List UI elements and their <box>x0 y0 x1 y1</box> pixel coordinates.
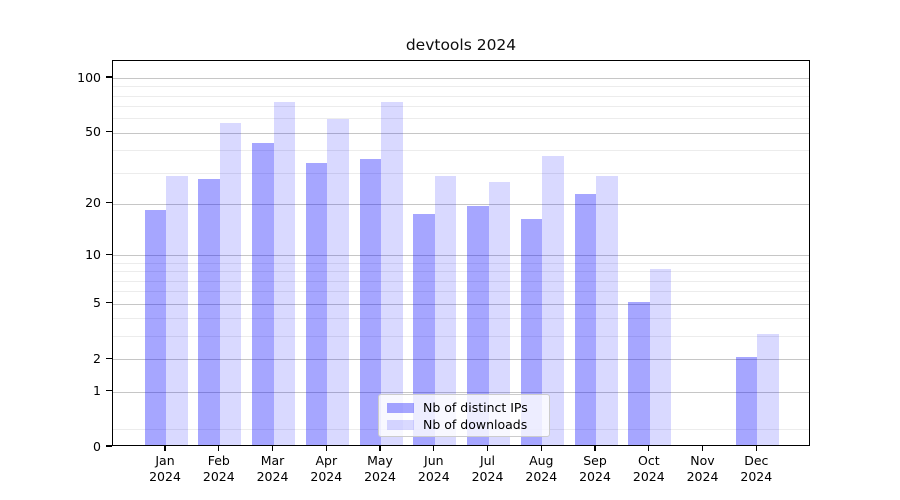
plot-area: Nb of distinct IPs Nb of downloads <box>112 60 810 446</box>
y-tick-mark-10 <box>106 253 112 255</box>
y-tick-mark-20 <box>106 202 112 204</box>
y-gridline-minor-90 <box>113 86 809 88</box>
bar-nb-of-distinct-ips-jul-2024 <box>467 205 489 445</box>
legend-swatch-distinct-ips <box>387 402 414 413</box>
x-tick-mark-nov-2024 <box>701 446 704 451</box>
y-gridline-major-2 <box>113 359 809 361</box>
y-gridline-minor-3 <box>113 336 809 338</box>
bar-nb-of-distinct-ips-sep-2024 <box>574 194 596 445</box>
y-tick-mark-50 <box>106 131 112 133</box>
y-gridline-major-5 <box>113 303 809 305</box>
x-tick-mark-oct-2024 <box>648 446 650 451</box>
y-tick-label-5: 5 <box>93 295 101 311</box>
bar-nb-of-distinct-ips-oct-2024 <box>628 301 650 445</box>
bar-nb-of-downloads-aug-2024 <box>542 156 564 445</box>
y-gridline-minor-40 <box>113 150 809 152</box>
x-tick-label-may-2024: May 2024 <box>364 453 396 484</box>
bar-nb-of-distinct-ips-may-2024 <box>359 158 381 445</box>
bar-nb-of-downloads-apr-2024 <box>327 119 349 445</box>
x-tick-label-oct-2024: Oct 2024 <box>632 453 665 484</box>
y-gridline-minor-8 <box>113 271 809 273</box>
y-gridline-major-10 <box>113 255 809 257</box>
bar-nb-of-distinct-ips-dec-2024 <box>735 357 758 445</box>
x-tick-mark-may-2024 <box>379 446 381 451</box>
y-gridline-minor-9 <box>113 262 809 264</box>
x-tick-mark-jan-2024 <box>164 446 166 451</box>
x-tick-label-feb-2024: Feb 2024 <box>202 453 235 484</box>
bar-nb-of-downloads-may-2024 <box>381 102 403 445</box>
y-gridline-minor-4 <box>113 318 809 320</box>
y-tick-label-50: 50 <box>85 124 101 140</box>
x-tick-mark-jun-2024 <box>433 446 435 451</box>
y-tick-label-1: 1 <box>93 383 101 399</box>
y-tick-mark-1 <box>106 390 112 392</box>
y-gridline-major-100 <box>113 78 809 79</box>
legend-row-downloads: Nb of downloads <box>379 416 549 433</box>
x-tick-mark-aug-2024 <box>540 446 542 451</box>
bar-nb-of-distinct-ips-feb-2024 <box>198 178 220 445</box>
y-gridline-minor-6 <box>113 291 809 293</box>
x-tick-mark-sep-2024 <box>594 446 596 451</box>
x-tick-label-dec-2024: Dec 2024 <box>740 453 773 484</box>
y-tick-label-2: 2 <box>93 350 101 366</box>
y-gridline-major-20 <box>113 203 809 205</box>
bar-nb-of-distinct-ips-apr-2024 <box>305 163 328 445</box>
y-tick-label-0: 0 <box>93 438 101 454</box>
bar-nb-of-downloads-oct-2024 <box>649 269 672 445</box>
y-gridline-minor-60 <box>113 118 809 120</box>
legend-label-distinct-ips: Nb of distinct IPs <box>423 400 528 415</box>
bar-nb-of-distinct-ips-jun-2024 <box>413 213 435 445</box>
x-tick-label-mar-2024: Mar 2024 <box>256 453 289 484</box>
y-gridline-minor-70 <box>113 106 809 108</box>
y-tick-mark-0 <box>106 445 112 447</box>
bar-nb-of-downloads-feb-2024 <box>219 123 242 445</box>
legend-label-downloads: Nb of downloads <box>423 417 528 432</box>
y-tick-mark-5 <box>106 302 112 304</box>
y-gridline-minor-7 <box>113 280 809 282</box>
x-tick-label-jun-2024: Jun 2024 <box>417 453 450 484</box>
legend-swatch-downloads <box>387 419 414 430</box>
bar-nb-of-downloads-dec-2024 <box>757 334 779 445</box>
bar-nb-of-downloads-sep-2024 <box>596 175 618 445</box>
chart-title: devtools 2024 <box>405 36 517 54</box>
y-tick-mark-100 <box>106 76 112 78</box>
x-tick-label-aug-2024: Aug 2024 <box>525 453 558 484</box>
y-gridline-minor-80 <box>113 95 809 97</box>
y-gridline-minor-30 <box>113 172 809 174</box>
bar-nb-of-distinct-ips-jan-2024 <box>144 209 166 445</box>
bar-nb-of-downloads-jul-2024 <box>488 181 510 445</box>
x-tick-label-sep-2024: Sep 2024 <box>579 453 611 484</box>
legend-row-distinct-ips: Nb of distinct IPs <box>379 399 549 416</box>
x-tick-label-nov-2024: Nov 2024 <box>686 453 719 484</box>
x-tick-label-jan-2024: Jan 2024 <box>149 453 181 484</box>
x-tick-mark-jul-2024 <box>486 446 489 451</box>
bar-nb-of-distinct-ips-mar-2024 <box>252 142 274 445</box>
legend: Nb of distinct IPs Nb of downloads <box>378 394 550 437</box>
x-tick-label-jul-2024: Jul 2024 <box>471 453 504 484</box>
y-tick-mark-2 <box>106 357 112 359</box>
bar-nb-of-distinct-ips-aug-2024 <box>520 218 543 445</box>
y-tick-label-100: 100 <box>77 69 101 85</box>
y-tick-label-20: 20 <box>85 195 101 211</box>
x-tick-mark-mar-2024 <box>271 446 274 451</box>
y-gridline-major-50 <box>113 132 809 134</box>
x-tick-mark-dec-2024 <box>755 446 757 451</box>
bar-nb-of-downloads-jun-2024 <box>434 175 457 445</box>
y-gridline-major-1 <box>113 391 809 393</box>
bar-nb-of-downloads-jan-2024 <box>166 175 188 445</box>
bar-nb-of-downloads-mar-2024 <box>273 102 295 445</box>
x-tick-mark-apr-2024 <box>325 446 327 451</box>
x-tick-mark-feb-2024 <box>218 446 220 451</box>
y-tick-label-10: 10 <box>85 246 101 262</box>
bar-layer <box>113 61 809 445</box>
x-tick-label-apr-2024: Apr 2024 <box>310 453 343 484</box>
